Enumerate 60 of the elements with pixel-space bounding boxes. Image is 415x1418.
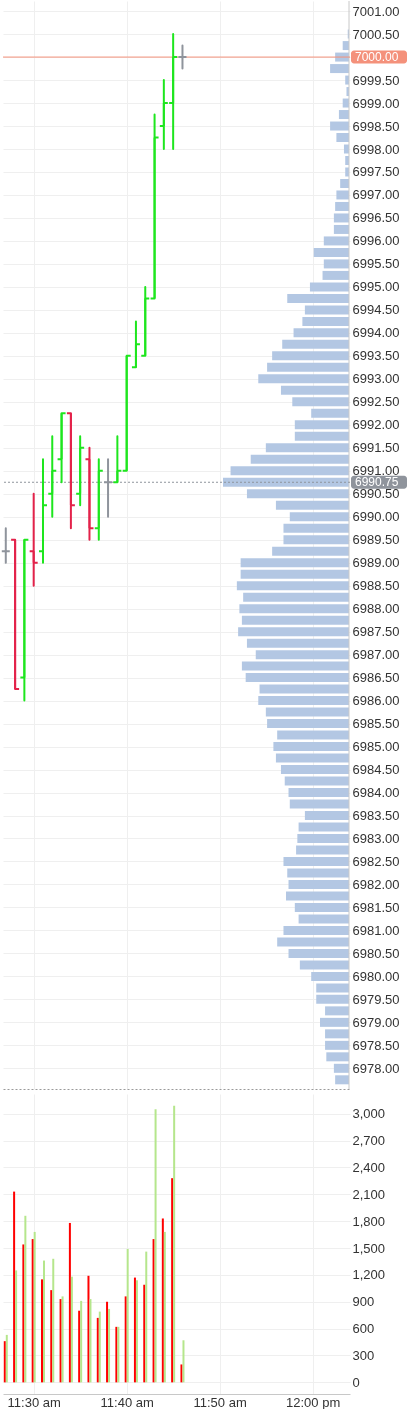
- y-tick-label: 6993.00: [352, 371, 400, 387]
- y-tick-label: 6980.50: [352, 945, 400, 961]
- y-tick-label: 1,800: [352, 1213, 386, 1229]
- y-tick-label: 6991.50: [352, 440, 400, 456]
- y-tick-label: 6992.50: [352, 394, 400, 410]
- y-tick-label: 600: [352, 1321, 375, 1337]
- y-tick-label: 6978.00: [352, 1060, 400, 1076]
- y-tick-label: 2,700: [352, 1133, 386, 1149]
- x-tick-label: 11:50 am: [193, 1394, 247, 1410]
- y-tick-label: 2,400: [352, 1159, 386, 1175]
- y-tick-label: 6978.50: [352, 1037, 400, 1053]
- y-tick-label: 6980.00: [352, 968, 400, 984]
- y-tick-label: 6979.00: [352, 1014, 400, 1030]
- y-tick-label: 6994.00: [352, 325, 400, 341]
- y-tick-label: 6995.00: [352, 279, 400, 295]
- y-tick-label: 6984.50: [352, 762, 400, 778]
- y-tick-label: 1,200: [352, 1267, 386, 1283]
- y-tick-label: 2,100: [352, 1186, 386, 1202]
- y-tick-label: 6997.50: [352, 164, 400, 180]
- y-tick-label: 6997.00: [352, 187, 400, 203]
- y-tick-label: 3,000: [352, 1106, 386, 1122]
- y-tick-label: 6983.50: [352, 808, 400, 824]
- y-tick-label: 6981.00: [352, 922, 400, 938]
- y-tick-label: 6990.00: [352, 509, 400, 525]
- y-tick-label: 6996.00: [352, 233, 400, 249]
- y-tick-label: 6992.00: [352, 417, 400, 433]
- y-tick-label: 6998.50: [352, 118, 400, 134]
- y-tick-label: 6989.00: [352, 555, 400, 571]
- y-tick-label: 6979.50: [352, 991, 400, 1007]
- y-tick-label: 6987.00: [352, 647, 400, 663]
- y-tick-label: 6984.00: [352, 785, 400, 801]
- y-tick-label: 6981.50: [352, 899, 400, 915]
- y-tick-label: 7001.00: [352, 3, 400, 19]
- y-tick-label: 7000.50: [352, 26, 400, 42]
- y-tick-label: 6988.50: [352, 578, 400, 594]
- y-tick-label: 300: [352, 1347, 375, 1363]
- y-tick-label: 6986.50: [352, 670, 400, 686]
- y-tick-label: 6988.00: [352, 601, 400, 617]
- y-tick-label: 6998.00: [352, 141, 400, 157]
- y-tick-label: 6993.50: [352, 348, 400, 364]
- x-tick-label: 11:40 am: [100, 1394, 154, 1410]
- y-tick-label: 6999.00: [352, 95, 400, 111]
- x-tick-label: 12:00 pm: [286, 1394, 341, 1410]
- y-tick-label: 900: [352, 1294, 375, 1310]
- y-tick-label: 6999.50: [352, 72, 400, 88]
- y-tick-label: 0: [352, 1374, 360, 1390]
- y-tick-label: 6987.50: [352, 624, 400, 640]
- y-tick-label: 6989.50: [352, 532, 400, 548]
- y-tick-label: 6994.50: [352, 302, 400, 318]
- x-tick-label: 11:30 am: [7, 1394, 61, 1410]
- y-tick-label: 6986.00: [352, 693, 400, 709]
- y-tick-label: 6983.00: [352, 830, 400, 846]
- y-tick-label: 6985.00: [352, 739, 400, 755]
- y-tick-label: 6996.50: [352, 210, 400, 226]
- y-tick-label: 6985.50: [352, 716, 400, 732]
- y-tick-label: 1,500: [352, 1240, 386, 1256]
- ref-line-label: 7000.00: [355, 50, 399, 65]
- y-tick-label: 6982.00: [352, 876, 400, 892]
- y-tick-label: 6982.50: [352, 853, 400, 869]
- y-tick-label: 6995.50: [352, 256, 400, 272]
